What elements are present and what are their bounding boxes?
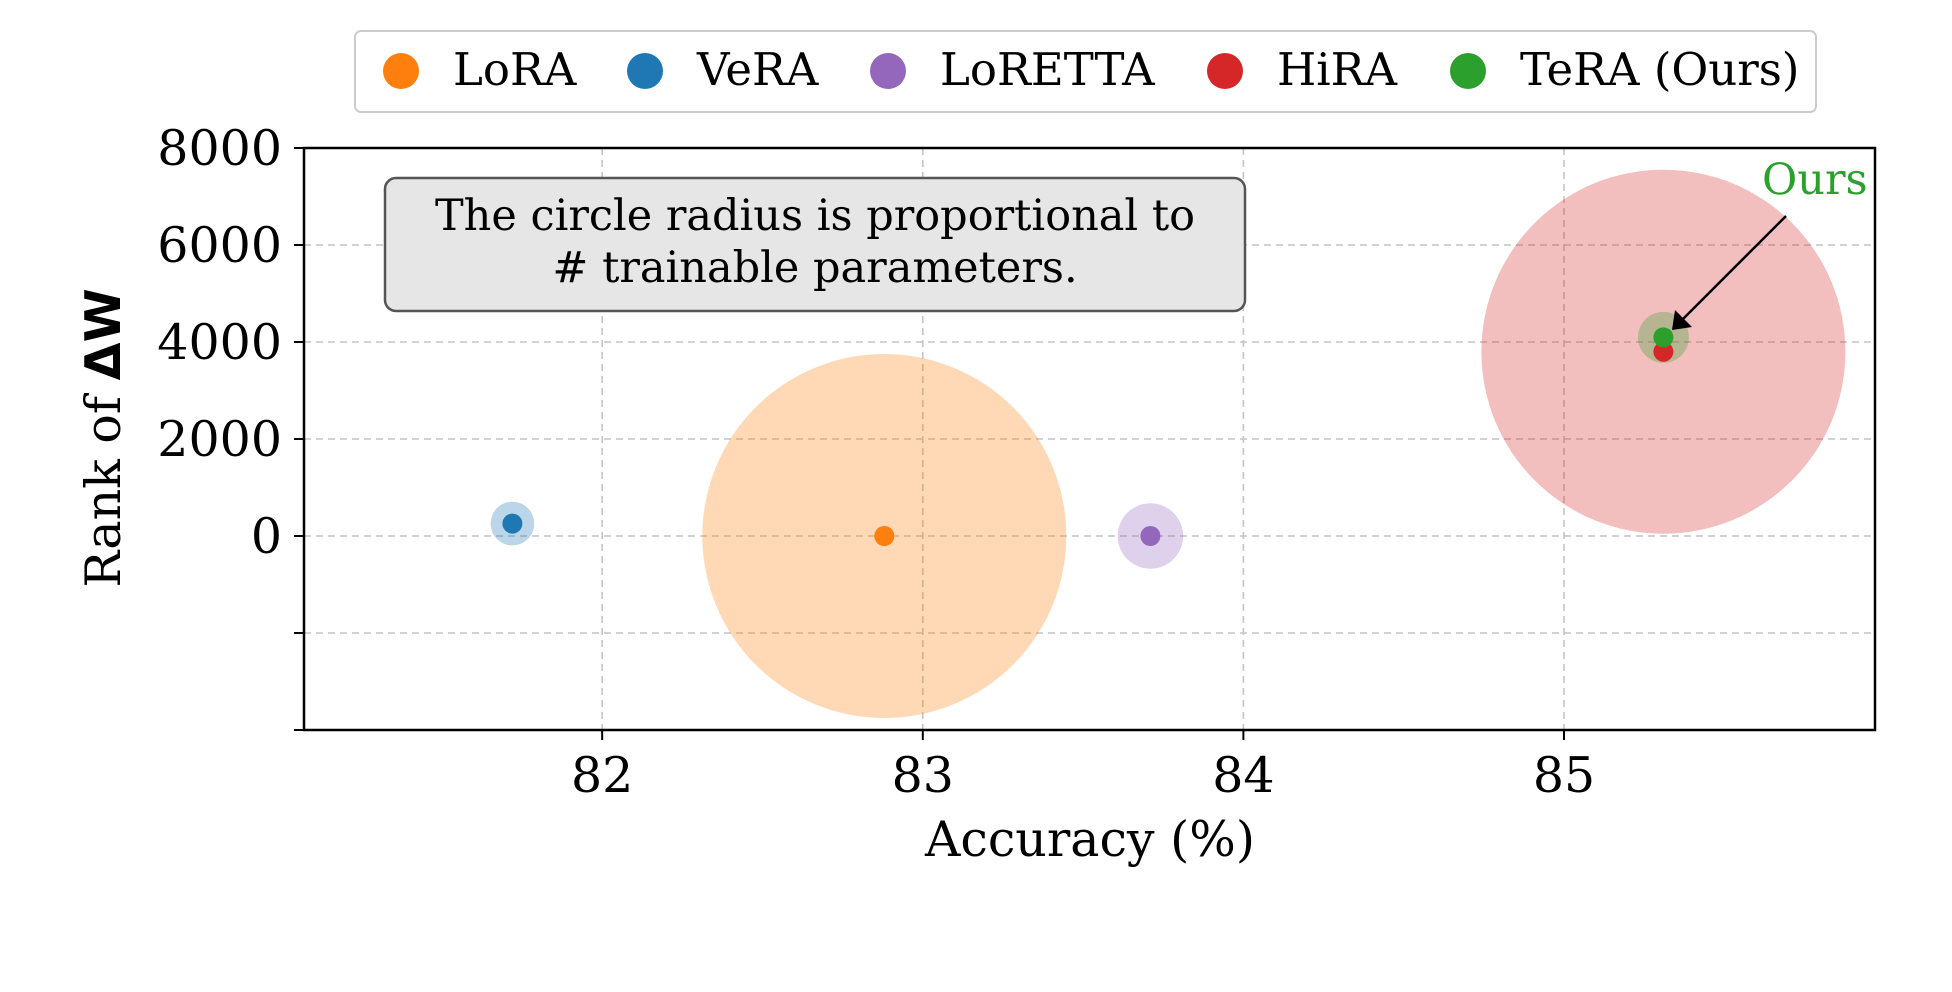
x-tick-label-84: 84	[1212, 747, 1274, 804]
y-tick-label-8000: 8000	[157, 120, 282, 177]
ours-arrow-head	[1672, 310, 1692, 330]
x-tick-label-85: 85	[1533, 747, 1595, 804]
legend-label-tera-ours: TeRA (Ours)	[1520, 43, 1799, 96]
legend: LoRA VeRA LoRETTA HiRA TeRA (Ours)	[383, 43, 1799, 96]
point-loretta	[1140, 526, 1161, 546]
legend-marker-tera-ours	[1450, 53, 1486, 89]
point-hira	[1653, 341, 1674, 362]
point-vera	[502, 513, 523, 534]
x-axis-label: Accuracy (%)	[924, 811, 1255, 868]
legend-marker-loretta	[870, 53, 906, 89]
y-tick-label-4000: 4000	[157, 314, 282, 371]
x-tick-label-83: 83	[892, 747, 954, 804]
point-lora	[874, 526, 895, 546]
ours-arrow-annotation: Ours	[1672, 155, 1868, 330]
y-tick-label-0: 0	[251, 508, 282, 565]
y-tick-label-6000: 6000	[157, 217, 282, 274]
annotation-line-1: The circle radius is proportional to	[435, 191, 1195, 241]
point-tera-ours	[1653, 327, 1674, 348]
legend-marker-hira	[1207, 53, 1243, 89]
legend-marker-lora	[383, 53, 419, 89]
annotation-box: The circle radius is proportional to # t…	[383, 176, 1247, 313]
annotation-line-2: # trainable parameters.	[552, 243, 1077, 293]
points	[502, 327, 1674, 546]
ticks: 82 83 84 85 8000 6000 4000 2000 0	[157, 120, 1595, 804]
y-axis-label-symbol: ΔW	[75, 288, 132, 380]
y-axis-label-prefix: Rank of	[75, 380, 132, 587]
annotation-box-frame	[383, 176, 1247, 313]
y-tick-label-2000: 2000	[157, 411, 282, 468]
legend-label-hira: HiRA	[1277, 43, 1398, 96]
y-axis-label: Rank of ΔW	[75, 288, 132, 587]
ours-arrow-line	[1679, 215, 1787, 323]
legend-label-lora: LoRA	[453, 43, 577, 96]
x-tick-label-82: 82	[571, 747, 633, 804]
legend-marker-vera	[627, 53, 663, 89]
legend-frame	[354, 30, 1817, 113]
ours-label: Ours	[1762, 155, 1868, 205]
legend-label-loretta: LoRETTA	[940, 43, 1155, 96]
legend-label-vera: VeRA	[696, 43, 819, 96]
